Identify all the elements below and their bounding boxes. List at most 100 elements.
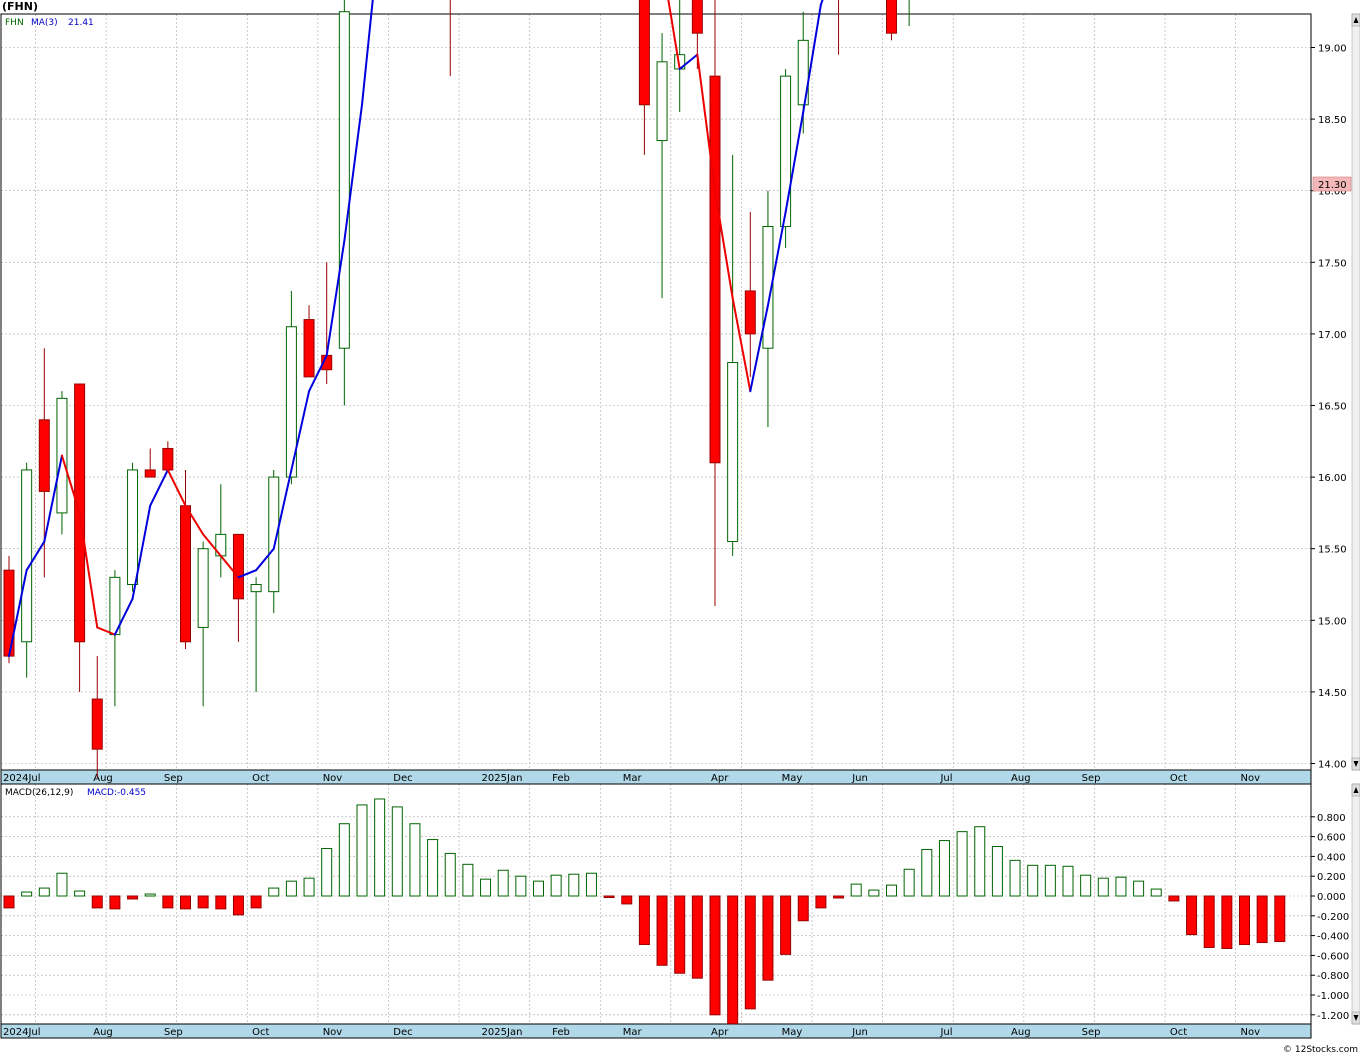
price-y-axis: 14.00 14.50 15.00 15.50 16.00 16.50 17.00 17.50…	[1311, 44, 1347, 771]
macd-x-tick-label: Aug	[1011, 1027, 1031, 1038]
macd-bar	[1097, 877, 1109, 897]
ma3-segment	[802, 3, 822, 113]
macd-bar	[956, 831, 968, 897]
macd-panel-scrollbar-track[interactable]	[1351, 783, 1360, 1025]
macd-bar	[1150, 888, 1162, 897]
candle	[744, 212, 756, 377]
ma3-segment	[202, 533, 222, 557]
candle-body	[21, 469, 33, 643]
ma3-segment	[149, 468, 169, 507]
price-x-tick-label: Dec	[393, 773, 412, 784]
macd-bar	[938, 840, 950, 897]
price-x-tick-label: Jul	[939, 773, 952, 784]
price-y-tick-label: 19.00	[1318, 44, 1347, 55]
macd-x-tick-label: Nov	[323, 1027, 343, 1038]
macd-bar	[550, 874, 562, 897]
legend-ma-value: 21.41	[68, 18, 94, 28]
candle	[727, 154, 739, 556]
macd-bar	[921, 848, 933, 897]
price-grid	[1, 14, 1311, 770]
macd-x-tick-label: Sep	[1082, 1027, 1101, 1038]
price-scroll-down-icon	[1353, 761, 1359, 767]
candle	[56, 391, 68, 535]
candle	[449, 0, 451, 77]
macd-scroll-up-icon	[1353, 787, 1359, 793]
ma3-segment	[78, 511, 99, 629]
macd-bar	[356, 804, 368, 897]
macd-y-tick-label: 0.000	[1317, 892, 1346, 903]
macd-bar	[674, 895, 686, 974]
macd-bar	[1027, 864, 1039, 897]
macd-bar	[180, 895, 191, 910]
price-x-tick-label: Sep	[164, 773, 183, 784]
watermark: © 12Stocks.com	[1283, 1045, 1358, 1055]
ma3-segment	[60, 454, 81, 514]
candle-body	[780, 75, 792, 227]
ma3-segment	[290, 390, 311, 471]
price-y-tick-label: 14.50	[1318, 688, 1347, 699]
macd-bar	[232, 895, 244, 916]
symbol-title: (FHN)	[2, 0, 38, 13]
macd-bar	[621, 895, 633, 905]
ma3-segment	[166, 468, 187, 507]
candle-body	[285, 326, 297, 478]
macd-y-tick-label: -1.200	[1317, 1011, 1349, 1022]
macd-bar	[91, 895, 103, 909]
macd-y-tick-label: 0.200	[1317, 872, 1346, 883]
price-x-tick-label: Sep	[1082, 773, 1101, 784]
macd-bar	[762, 895, 774, 981]
candle-body	[338, 11, 350, 349]
price-x-axis: 2024Jul Aug Sep Oct Nov Dec 2025Jan Feb Mar Apr Ma…	[3, 773, 1260, 784]
ma3-segment	[184, 504, 205, 536]
macd-y-tick-label: -0.600	[1317, 951, 1349, 962]
macd-bar	[480, 878, 492, 897]
macd-bar	[250, 895, 262, 909]
macd-bar	[974, 826, 986, 897]
macd-bar	[833, 895, 845, 899]
macd-bar	[568, 873, 580, 897]
macd-x-tick-label: Nov	[1241, 1027, 1261, 1038]
price-panel-scrollbar-track[interactable]	[1351, 13, 1360, 771]
price-y-tick-label: 16.00	[1318, 473, 1347, 484]
macd-bar	[744, 895, 756, 1010]
candle-body	[709, 75, 721, 464]
macd-x-tick-label: Jul	[939, 1027, 952, 1038]
macd-x-tick-label: Jun	[851, 1027, 868, 1038]
macd-y-tick-label: 0.400	[1317, 852, 1346, 863]
macd-bars-layer	[3, 798, 1286, 1025]
macd-bar	[1133, 880, 1145, 897]
macd-bar	[1274, 895, 1286, 943]
ma3-segment	[113, 597, 134, 636]
candle	[908, 0, 910, 27]
macd-bar	[1239, 895, 1250, 946]
ma3-segment	[361, 0, 374, 106]
macd-x-tick-label: 2025Jan	[482, 1027, 523, 1038]
macd-y-tick-label: -0.800	[1317, 971, 1349, 982]
macd-x-tick-label: Dec	[393, 1027, 412, 1038]
macd-bar	[1044, 864, 1056, 897]
price-x-tick-label: 2024Jul	[3, 773, 41, 784]
macd-y-tick-label: 0.800	[1317, 813, 1346, 824]
price-x-tick-label: Oct	[1170, 773, 1187, 784]
macd-bar	[1221, 895, 1233, 949]
candle-body	[197, 548, 209, 628]
macd-bar	[815, 895, 827, 909]
price-x-tick-label: Nov	[1241, 773, 1261, 784]
legend-ma-label: MA(3)	[31, 18, 58, 28]
macd-bar	[780, 895, 792, 955]
candle	[268, 469, 280, 614]
price-tag-text: 21.30	[1318, 180, 1347, 191]
macd-bar	[991, 846, 1003, 897]
ma3-line-layer	[8, 0, 824, 658]
candle	[638, 0, 650, 155]
macd-bar	[127, 895, 139, 900]
macd-bar	[1186, 895, 1198, 936]
candles-layer	[3, 0, 910, 778]
candle-body	[762, 226, 774, 349]
macd-x-tick-label: Feb	[552, 1027, 570, 1038]
macd-bar	[1168, 895, 1180, 902]
candle-body	[91, 698, 103, 750]
ma3-segment	[325, 239, 346, 357]
price-x-tick-label: 2025Jan	[482, 773, 523, 784]
